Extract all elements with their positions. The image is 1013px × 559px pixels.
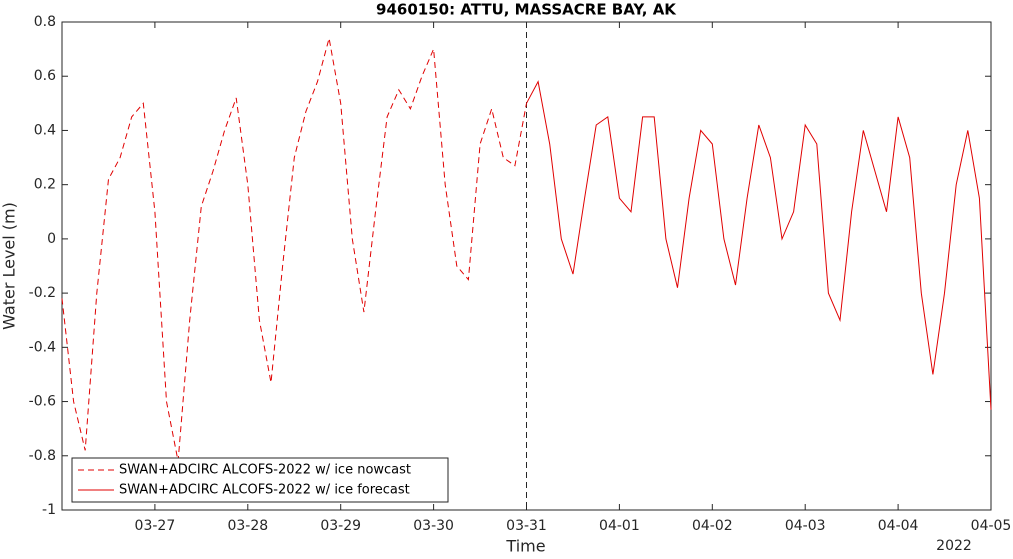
- x-tick-label: 03-27: [135, 518, 176, 534]
- y-tick-label: -0.6: [29, 394, 56, 410]
- y-tick-label: 0.8: [34, 14, 56, 30]
- x-tick-label: 04-04: [878, 518, 919, 534]
- y-tick-label: 0.4: [34, 122, 56, 138]
- chart-title: 9460150: ATTU, MASSACRE BAY, AK: [376, 1, 677, 19]
- x-tick-label: 04-03: [785, 518, 826, 534]
- legend-label: SWAN+ADCIRC ALCOFS-2022 w/ ice forecast: [119, 483, 410, 498]
- y-tick-label: -0.2: [29, 285, 56, 301]
- x-tick-label: 04-02: [692, 518, 733, 534]
- x-tick-label: 03-31: [506, 518, 547, 534]
- legend-label: SWAN+ADCIRC ALCOFS-2022 w/ ice nowcast: [119, 463, 411, 478]
- y-axis-label: Water Level (m): [0, 202, 19, 330]
- y-tick-label: 0.2: [34, 177, 56, 193]
- series-line: [61, 38, 527, 462]
- y-tick-label: -1: [42, 502, 56, 518]
- series-line: [526, 80, 992, 410]
- legend-box: [71, 457, 449, 503]
- x-year-label: 2022: [936, 538, 972, 554]
- y-tick-label: 0.6: [34, 68, 56, 84]
- y-tick-label: -0.8: [29, 448, 56, 464]
- x-tick-label: 03-29: [320, 518, 361, 534]
- x-tick-label: 03-28: [227, 518, 268, 534]
- x-tick-label: 04-05: [971, 518, 1012, 534]
- y-tick-label: -0.4: [29, 339, 56, 355]
- x-axis-label: Time: [505, 537, 545, 556]
- y-tick-label: 0: [47, 231, 56, 247]
- x-tick-label: 04-01: [599, 518, 640, 534]
- x-tick-label: 03-30: [413, 518, 454, 534]
